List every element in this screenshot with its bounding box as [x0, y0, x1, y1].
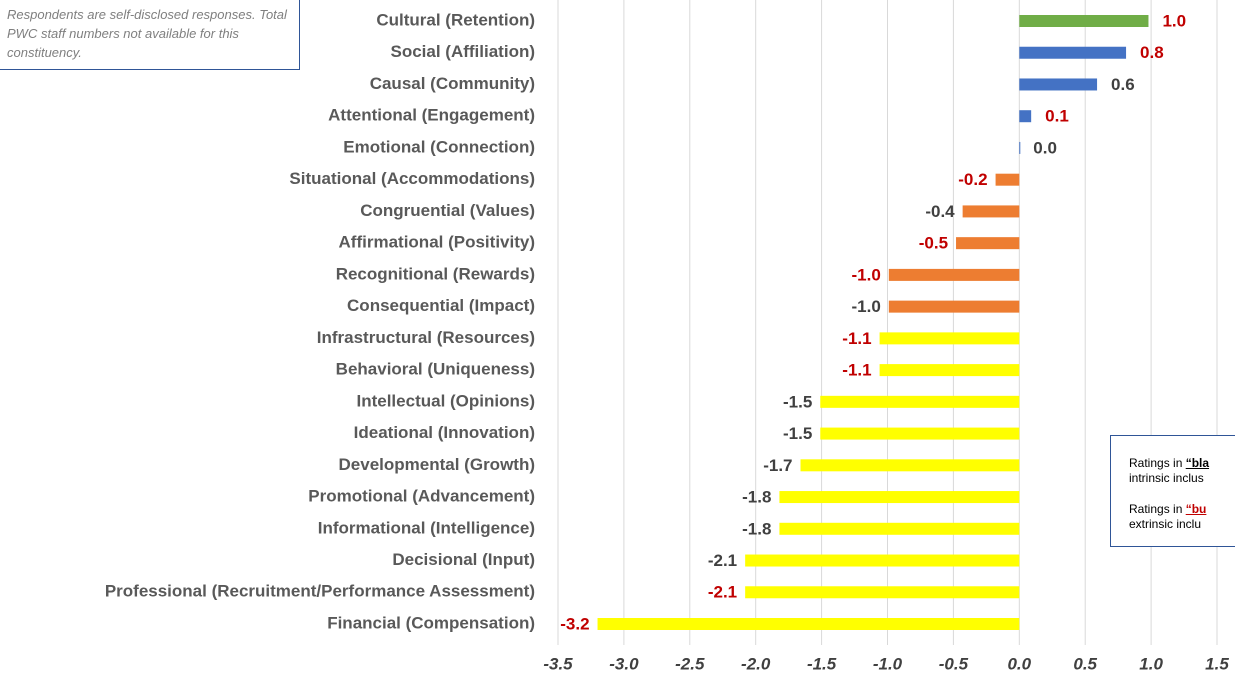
x-tick-label: 0.5: [1073, 654, 1097, 673]
y-tick-label: Behavioral (Uniqueness): [336, 360, 535, 379]
y-tick-label: Affirmational (Positivity): [339, 233, 535, 252]
y-tick-label: Congruential (Values): [360, 201, 535, 220]
bar: [962, 205, 1020, 218]
x-tick-label: -1.5: [807, 654, 837, 673]
data-label: -1.8: [742, 488, 771, 507]
bar: [879, 332, 1020, 345]
bar: [820, 427, 1020, 440]
x-tick-label: -1.0: [873, 654, 903, 673]
data-label: -1.1: [842, 361, 871, 380]
x-tick-label: 1.5: [1205, 654, 1229, 673]
data-label: -0.5: [919, 234, 948, 253]
bar: [820, 395, 1020, 408]
source-note: Respondents are self-disclosed responses…: [0, 0, 300, 70]
x-tick-label: -3.5: [543, 654, 573, 673]
y-tick-label: Informational (Intelligence): [318, 518, 535, 537]
bar: [745, 586, 1020, 599]
data-label: 0.1: [1045, 107, 1069, 126]
note-text: intrinsic inclus: [1129, 471, 1204, 485]
bar: [1019, 15, 1149, 27]
y-tick-label: Infrastructural (Resources): [317, 328, 535, 347]
bar: [879, 364, 1020, 377]
data-label: -1.0: [852, 265, 881, 284]
y-tick-label: Decisional (Input): [392, 550, 535, 569]
y-tick-label: Emotional (Connection): [343, 137, 535, 156]
data-label: -1.5: [783, 424, 812, 443]
y-tick-label: Situational (Accommodations): [289, 169, 535, 188]
data-label: 1.0: [1162, 11, 1186, 30]
bar: [1019, 141, 1021, 154]
y-tick-label: Causal (Community): [370, 74, 535, 93]
data-label: -1.5: [783, 392, 812, 411]
note-line: Ratings in “bu extrinsic inclu: [1129, 502, 1235, 532]
x-tick-label: -2.5: [675, 654, 705, 673]
legend-note: Ratings in “bla intrinsic inclus Ratings …: [1110, 435, 1235, 547]
y-tick-label: Promotional (Advancement): [308, 487, 535, 506]
note-text: “bla: [1185, 456, 1210, 470]
note-text: extrinsic inclu: [1129, 517, 1202, 531]
x-tick-label: 1.0: [1139, 654, 1163, 673]
bar: [1019, 78, 1098, 91]
data-label: -3.2: [560, 614, 589, 633]
bar: [888, 268, 1020, 281]
note-line: Ratings in “bla intrinsic inclus: [1129, 456, 1235, 486]
data-label: -1.7: [763, 456, 792, 475]
data-label: 0.0: [1033, 138, 1057, 157]
bar: [779, 522, 1020, 535]
x-tick-label: -0.5: [939, 654, 969, 673]
data-label: -1.1: [842, 329, 871, 348]
note-text: Ratings in: [1129, 456, 1186, 470]
data-label: -0.4: [925, 202, 955, 221]
y-tick-label: Intellectual (Opinions): [356, 391, 535, 410]
data-label: 0.6: [1111, 75, 1135, 94]
y-tick-label: Social (Affiliation): [391, 42, 536, 61]
note-text: “bu: [1185, 502, 1207, 516]
data-label: -1.0: [852, 297, 881, 316]
x-tick-label: -3.0: [609, 654, 639, 673]
bar: [800, 459, 1020, 472]
data-label: 0.8: [1140, 43, 1164, 62]
y-tick-label: Recognitional (Rewards): [336, 264, 535, 283]
bar: [888, 300, 1020, 313]
data-label: -1.8: [742, 519, 771, 538]
y-tick-label: Consequential (Impact): [347, 296, 535, 315]
note-text: Ratings in: [1129, 502, 1186, 516]
bar: [1019, 46, 1127, 59]
bar: [956, 237, 1020, 250]
data-label: -2.1: [708, 551, 737, 570]
y-tick-label: Attentional (Engagement): [328, 106, 535, 125]
bar: [745, 554, 1020, 567]
bar: [995, 173, 1020, 186]
x-tick-label: -2.0: [741, 654, 771, 673]
x-tick-label: 0.0: [1007, 654, 1031, 673]
bar: [779, 491, 1020, 504]
y-tick-label: Professional (Recruitment/Performance As…: [105, 582, 535, 601]
y-tick-label: Ideational (Innovation): [354, 423, 535, 442]
bar: [1019, 110, 1032, 123]
y-tick-label: Developmental (Growth): [339, 455, 535, 474]
data-label: -0.2: [958, 170, 987, 189]
y-tick-label: Cultural (Retention): [376, 10, 535, 29]
bar: [597, 618, 1020, 630]
data-label: -2.1: [708, 583, 737, 602]
y-tick-label: Financial (Compensation): [327, 613, 535, 632]
